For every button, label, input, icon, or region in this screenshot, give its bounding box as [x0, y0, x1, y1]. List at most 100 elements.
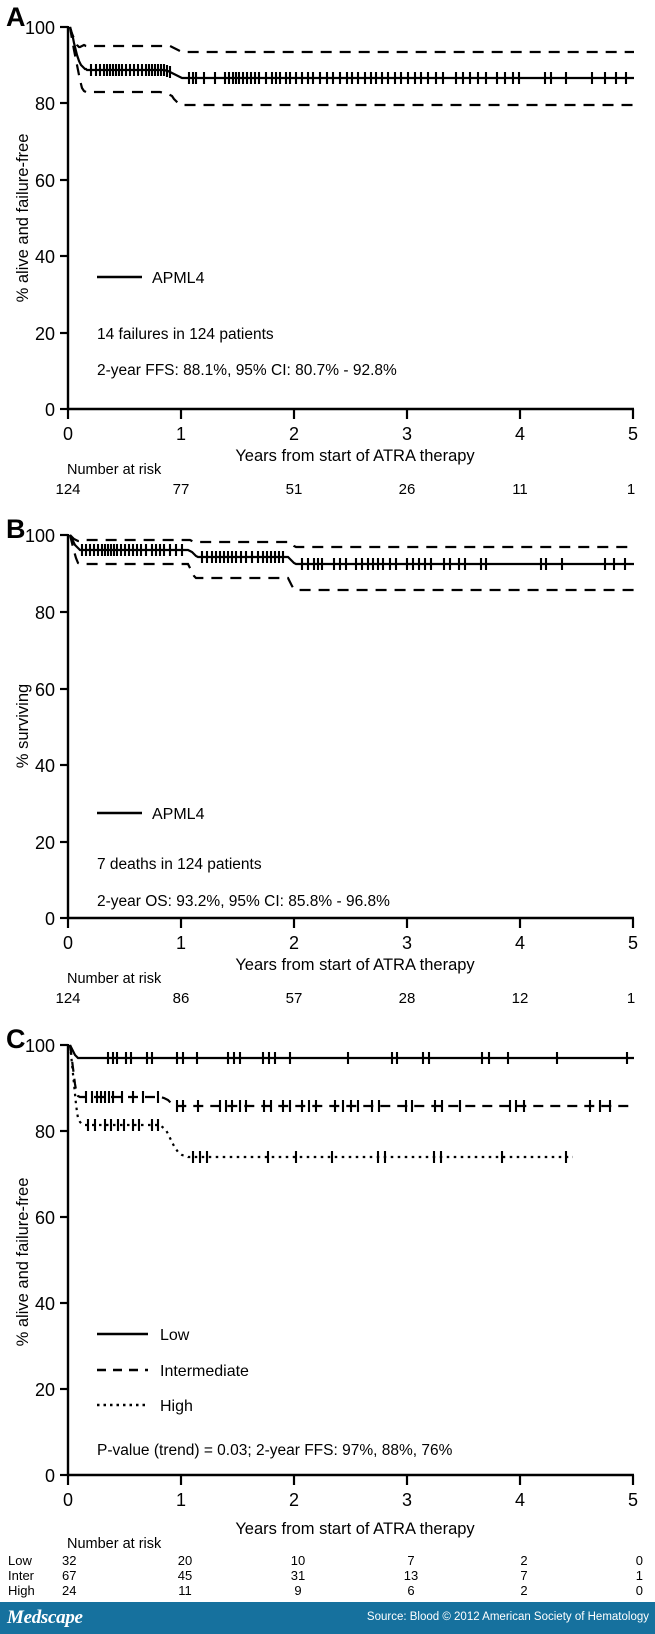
panel-c-y-title: % alive and failure-free	[14, 1178, 32, 1347]
panel-c: C 100 80 60 40 20 0	[0, 1012, 655, 1602]
panel-a-xtick-1: 1	[176, 424, 186, 444]
panel-b-legend-label: APML4	[152, 806, 205, 823]
panel-a-risk-header: Number at risk	[67, 462, 162, 478]
panel-a-risk-2: 51	[286, 481, 303, 498]
panel-c-censor-intermediate	[84, 1091, 160, 1103]
panel-b-risk-5: 1	[627, 990, 635, 1007]
panel-b-censor-marks-2	[200, 551, 285, 563]
panel-c-censor-intermediate-2	[175, 1100, 612, 1112]
panel-c-risk-header: Number at risk	[67, 1536, 162, 1552]
medscape-logo: Medscape	[7, 1607, 83, 1628]
panel-c-ytick-100: 100	[25, 1036, 55, 1056]
panel-b-ytick-80: 80	[35, 603, 55, 623]
panel-c-legend: Low Intermediate High	[97, 1327, 249, 1415]
panel-a-ytick-100: 100	[25, 18, 55, 38]
panel-c-risk-low-4: 2	[520, 1553, 527, 1568]
panel-b-x-ticks	[66, 918, 635, 928]
panel-c-y-ticks	[60, 1043, 68, 1477]
panel-c-risk-low-1: 20	[178, 1553, 192, 1568]
panel-b-ci-lower	[68, 534, 634, 592]
panel-b-ytick-20: 20	[35, 833, 55, 853]
panel-c-risk-label-low: Low	[8, 1553, 32, 1568]
panel-c-xtick-2: 2	[289, 1490, 299, 1510]
panel-c-legend-label-low: Low	[160, 1327, 190, 1344]
panel-b-y-ticks	[60, 533, 68, 920]
panel-c-curve-intermediate	[68, 1044, 634, 1108]
panel-b-risk-3: 28	[399, 990, 416, 1007]
panel-b-xtick-2: 2	[289, 933, 299, 953]
panel-c-risk-label-inter: Inter	[8, 1568, 35, 1583]
panel-a-annotation-1: 14 failures in 124 patients	[97, 326, 274, 343]
panel-a-annotation-2: 2-year FFS: 88.1%, 95% CI: 80.7% - 92.8%	[97, 362, 397, 379]
panel-c-risk-inter-1: 45	[178, 1568, 192, 1583]
panel-b-ytick-60: 60	[35, 680, 55, 700]
panel-c-ytick-20: 20	[35, 1380, 55, 1400]
panel-c-xtick-3: 3	[402, 1490, 412, 1510]
panel-c-risk-inter-2: 31	[291, 1568, 305, 1583]
panel-b-ytick-40: 40	[35, 756, 55, 776]
panel-c-plot: 100 80 60 40 20 0 0 1 2 3 4 5 % alive an…	[8, 1036, 643, 1598]
panel-c-risk-row-high: High 24 11 9 6 2 0	[8, 1583, 643, 1598]
panel-c-risk-low-2: 10	[291, 1553, 305, 1568]
panel-c-censor-low	[106, 1052, 629, 1064]
panel-a-xtick-5: 5	[628, 424, 638, 444]
panel-c-risk-high-5: 0	[636, 1583, 643, 1598]
panel-c-censor-high-2	[191, 1151, 568, 1163]
panel-b-risk-2: 57	[286, 990, 303, 1007]
panel-c-risk-low-5: 0	[636, 1553, 643, 1568]
panel-b-risk-4: 12	[512, 990, 529, 1007]
panel-a-ytick-80: 80	[35, 94, 55, 114]
panel-c-risk-inter-0: 67	[62, 1568, 76, 1583]
panel-c-curve-low	[69, 1044, 634, 1060]
panel-b-censor-marks-3	[300, 558, 627, 570]
panel-b-letter: B	[6, 514, 26, 544]
panel-b-ytick-100: 100	[25, 526, 55, 546]
footer-bar: Medscape Source: Blood © 2012 American S…	[0, 1602, 655, 1634]
panel-b-xtick-5: 5	[628, 933, 638, 953]
panel-a-censor-marks	[89, 64, 172, 78]
panel-c-risk-inter-4: 7	[520, 1568, 527, 1583]
panel-c-curve-high	[68, 1044, 573, 1159]
panel-c-risk-high-3: 6	[407, 1583, 414, 1598]
panel-b-xtick-4: 4	[515, 933, 525, 953]
panel-b-xtick-0: 0	[63, 933, 73, 953]
panel-b-x-title: Years from start of ATRA therapy	[235, 956, 475, 974]
panel-a-xtick-3: 3	[402, 424, 412, 444]
panel-a-legend-label: APML4	[152, 270, 205, 287]
source-attribution: Source: Blood © 2012 American Society of…	[366, 1611, 649, 1623]
panel-a-risk-0: 124	[55, 481, 80, 498]
panel-c-annotation-1: P-value (trend) = 0.03; 2-year FFS: 97%,…	[97, 1442, 453, 1459]
panel-a-x-title: Years from start of ATRA therapy	[235, 447, 475, 465]
panel-a-ytick-20: 20	[35, 324, 55, 344]
panel-c-xtick-1: 1	[176, 1490, 186, 1510]
panel-a-y-title: % alive and failure-free	[14, 134, 32, 303]
panel-c-ytick-0: 0	[45, 1466, 55, 1486]
panel-c-x-title: Years from start of ATRA therapy	[235, 1520, 475, 1538]
panel-a-km-curve	[68, 26, 634, 80]
panel-c-risk-low-0: 32	[62, 1553, 76, 1568]
panel-c-censor-high	[86, 1119, 160, 1131]
panel-a-ytick-60: 60	[35, 171, 55, 191]
panel-a-risk-1: 77	[173, 481, 190, 498]
panel-c-xtick-5: 5	[628, 1490, 638, 1510]
panel-a: A 100 80 60 40 20 0	[0, 0, 655, 506]
panel-b-risk-header: Number at risk	[67, 971, 162, 987]
panel-a-plot: 100 80 60 40 20 0 0 1 2 3 4 5 % alive an…	[14, 18, 638, 498]
panel-c-ytick-40: 40	[35, 1294, 55, 1314]
panel-c-risk-high-4: 2	[520, 1583, 527, 1598]
panel-c-risk-label-high: High	[8, 1583, 35, 1598]
panel-c-xtick-4: 4	[515, 1490, 525, 1510]
panel-c-x-ticks	[66, 1475, 635, 1485]
panel-c-ytick-60: 60	[35, 1208, 55, 1228]
panel-a-y-ticks	[60, 25, 68, 411]
panel-a-ci-lower	[68, 26, 634, 107]
panel-c-legend-label-high: High	[160, 1398, 193, 1415]
panel-b-risk-0: 124	[55, 990, 80, 1007]
panel-b-ci-upper	[69, 534, 634, 549]
panel-a-risk-5: 1	[627, 481, 635, 498]
panel-b-ytick-0: 0	[45, 909, 55, 929]
panel-a-xtick-0: 0	[63, 424, 73, 444]
panel-c-risk-inter-5: 1	[636, 1568, 643, 1583]
panel-c-ytick-80: 80	[35, 1122, 55, 1142]
